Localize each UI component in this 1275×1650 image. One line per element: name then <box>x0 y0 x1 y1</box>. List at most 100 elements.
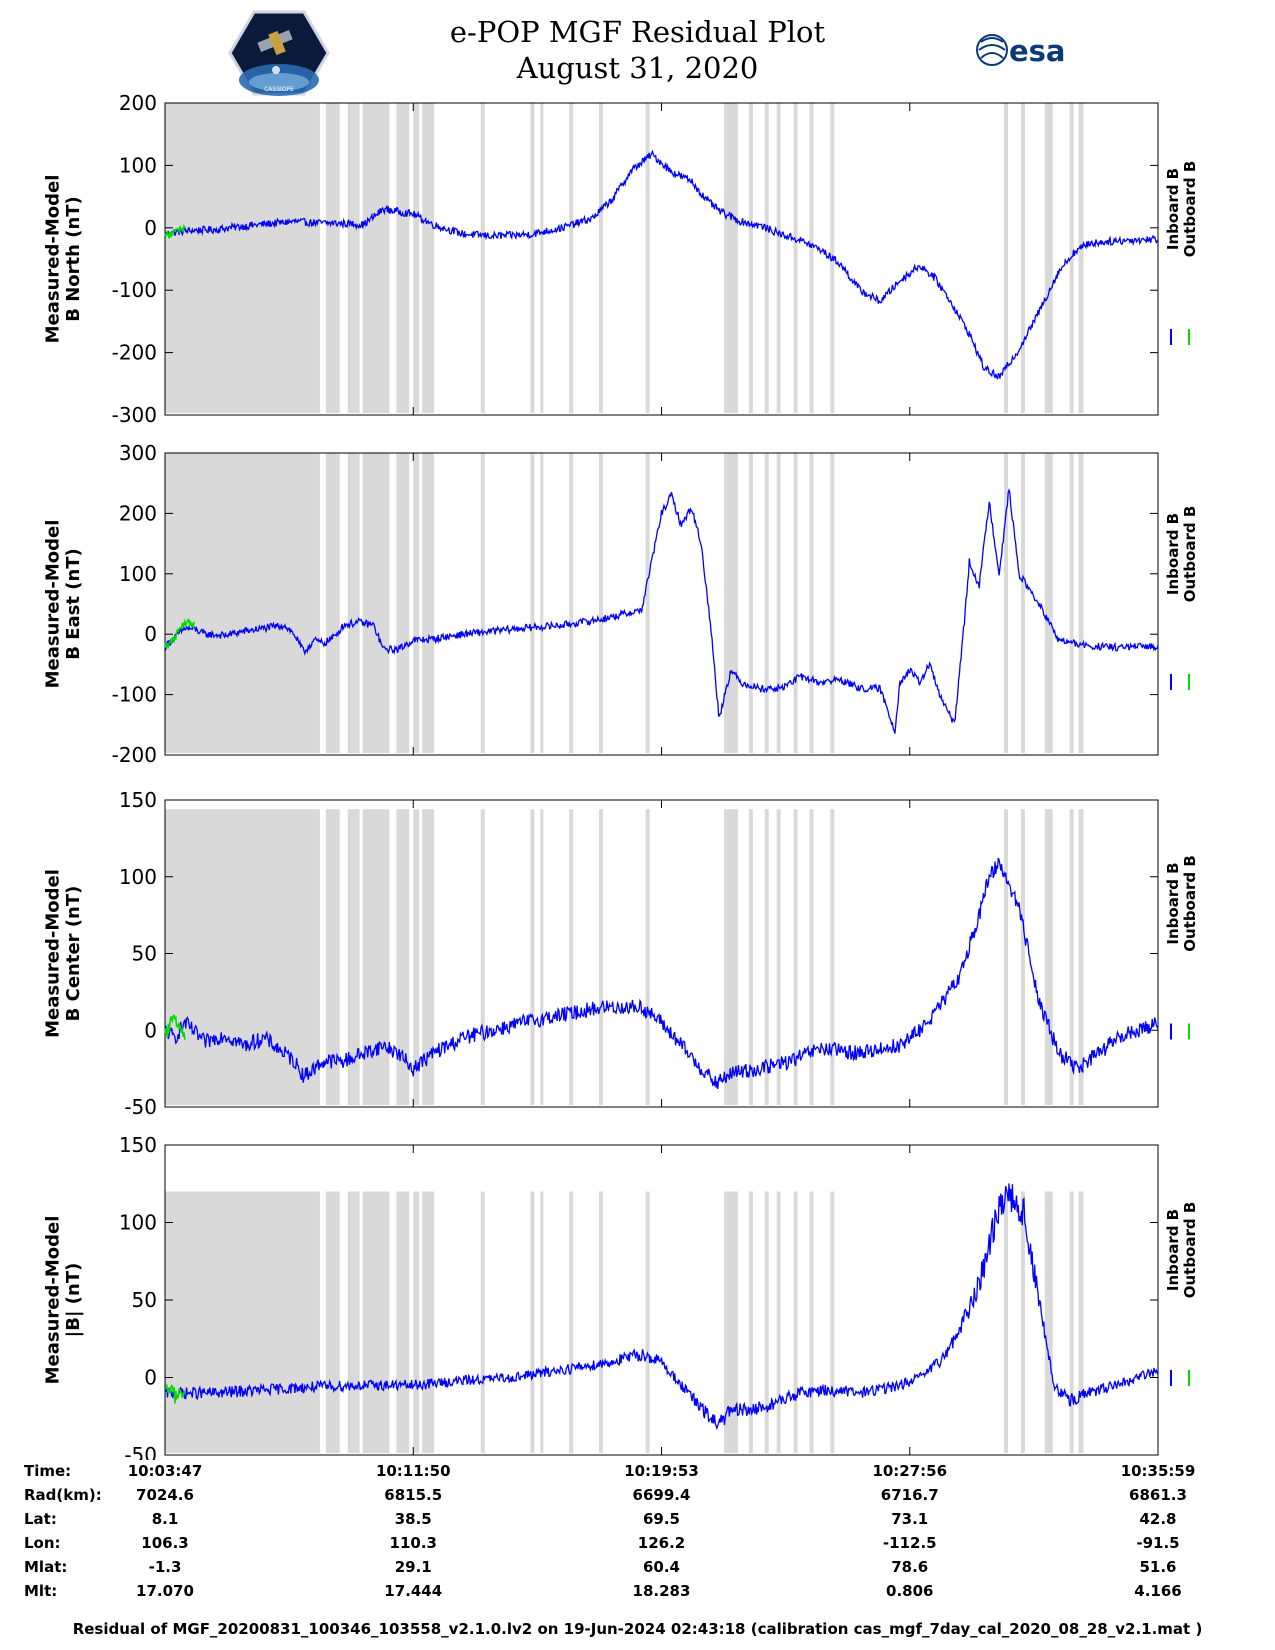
y-axis-label-line-1: Measured-Model <box>42 869 63 1038</box>
info-value: 8.1 <box>151 1510 179 1528</box>
data-gap-band <box>396 103 410 413</box>
data-gap-band <box>809 1191 814 1453</box>
inboard-b-line <box>164 488 1159 734</box>
data-gap-band <box>598 809 603 1105</box>
info-value: 51.6 <box>1139 1558 1177 1576</box>
inboard-b-line <box>164 149 1159 380</box>
info-value: 106.3 <box>141 1534 189 1552</box>
data-gap-band <box>569 809 574 1105</box>
panel-3: -50 0 50 100 150 Measured-ModelB Center (nT) I… <box>42 788 1199 1119</box>
data-gap-band <box>809 103 814 413</box>
data-gap-band <box>362 103 390 413</box>
data-gap-band <box>530 1191 535 1453</box>
data-gap-band <box>645 103 650 413</box>
title-line-1: e-POP MGF Residual Plot <box>449 15 826 49</box>
data-gap-band <box>540 1191 544 1453</box>
data-gap-band <box>1004 453 1009 753</box>
data-gap-band <box>480 453 485 753</box>
y-tick-label: 0 <box>144 216 157 240</box>
data-gap-band <box>396 1191 410 1453</box>
data-gap-band <box>530 103 535 413</box>
data-gap-band <box>347 809 360 1105</box>
info-value: 6699.4 <box>632 1486 691 1504</box>
info-value: 4.166 <box>1134 1582 1182 1600</box>
y-tick-label: -200 <box>112 743 157 767</box>
data-gap-bands <box>165 809 1084 1105</box>
data-gap-band <box>830 1191 835 1453</box>
y-tick-label: 150 <box>119 788 157 812</box>
info-row: Mlt: 17.070 17.444 18.283 0.806 4.166 <box>0 1582 1275 1604</box>
footer-caption: Residual of MGF_20200831_100346_103558_v… <box>72 1620 1203 1638</box>
orbit-info-table: Time: 10:03:47 10:11:50 10:19:53 10:27:56 10:… <box>0 1462 1275 1612</box>
info-value: 6861.3 <box>1129 1486 1187 1504</box>
data-gap-band <box>540 103 544 413</box>
y-axis-label: Measured-ModelB Center (nT) <box>42 869 84 1038</box>
data-gap-band <box>748 103 753 413</box>
legend-inboard-label: Inboard B <box>1164 168 1182 250</box>
info-value: 10:35:59 <box>1120 1462 1196 1480</box>
y-axis-label-line-2: B North (nT) <box>63 196 84 322</box>
info-row: Time: 10:03:47 10:11:50 10:19:53 10:27:56 10:… <box>0 1462 1275 1484</box>
y-tick-label: 100 <box>119 1211 157 1235</box>
data-gap-band <box>1004 103 1009 413</box>
info-row: Lon: 106.3 110.3 126.2 -112.5 -91.5 <box>0 1534 1275 1556</box>
data-gap-band <box>830 809 835 1105</box>
inboard-b-line <box>164 857 1159 1089</box>
y-tick-label: 0 <box>144 1366 157 1390</box>
info-value: 10:19:53 <box>624 1462 699 1480</box>
data-gap-band <box>1069 809 1074 1105</box>
legend: Inboard BOutboard B <box>1164 161 1199 345</box>
info-value: 126.2 <box>637 1534 686 1552</box>
y-tick-label: -100 <box>112 278 157 302</box>
data-gap-band <box>396 809 410 1105</box>
y-tick-label: 50 <box>132 942 157 966</box>
data-gap-band <box>598 453 603 753</box>
info-row-label: Time: <box>24 1462 72 1480</box>
data-gap-band <box>1078 1191 1084 1453</box>
data-gap-band <box>347 1191 360 1453</box>
info-value: 10:27:56 <box>872 1462 948 1480</box>
info-value: 7024.6 <box>136 1486 194 1504</box>
info-value: 0.806 <box>886 1582 934 1600</box>
info-value: 10:03:47 <box>127 1462 203 1480</box>
data-gap-band <box>1020 103 1025 413</box>
legend-labels: Inboard BOutboard B <box>1164 161 1199 258</box>
outboard-b-line <box>164 1382 186 1404</box>
data-gap-band <box>776 1191 781 1453</box>
data-gap-band <box>1004 809 1009 1105</box>
data-gap-band <box>645 453 650 753</box>
legend: Inboard BOutboard B <box>1164 506 1199 690</box>
data-gap-band <box>1078 453 1084 753</box>
panel-2: -200 -100 0 100 200 300 Measured-ModelB East (… <box>42 441 1199 767</box>
data-gap-band <box>793 103 798 413</box>
inboard-b-line <box>164 1183 1159 1431</box>
info-value: 73.1 <box>891 1510 929 1528</box>
cassiope-logo: CASSIOPE <box>228 10 330 96</box>
data-gap-band <box>530 809 535 1105</box>
data-gap-band <box>1044 1191 1053 1453</box>
data-gap-band <box>724 809 738 1105</box>
data-gap-band <box>413 453 420 753</box>
info-row: Mlat: -1.3 29.1 60.4 78.6 51.6 <box>0 1558 1275 1580</box>
y-tick-label: 0 <box>144 1018 157 1042</box>
data-gap-band <box>1078 809 1084 1105</box>
y-axis-label-line-1: Measured-Model <box>42 175 63 344</box>
data-gap-band <box>422 453 435 753</box>
data-gap-band <box>480 103 485 413</box>
data-gap-band <box>165 453 320 753</box>
chart-title: e-POP MGF Residual Plot August 31, 2020 <box>0 14 1275 86</box>
y-axis-label: Measured-ModelB North (nT) <box>42 175 84 344</box>
data-gap-band <box>1020 453 1025 753</box>
legend-labels: Inboard BOutboard B <box>1164 506 1199 603</box>
data-gap-band <box>598 103 603 413</box>
data-gap-bands <box>165 103 1084 413</box>
data-gap-band <box>776 809 781 1105</box>
data-gap-band <box>764 1191 769 1453</box>
legend-inboard-label: Inboard B <box>1164 862 1182 944</box>
data-gap-band <box>830 453 835 753</box>
info-value: 60.4 <box>642 1558 680 1576</box>
y-axis-label-line-1: Measured-Model <box>42 1216 63 1385</box>
y-tick-label: 200 <box>119 501 157 525</box>
info-value: 69.5 <box>642 1510 680 1528</box>
data-gap-band <box>776 453 781 753</box>
